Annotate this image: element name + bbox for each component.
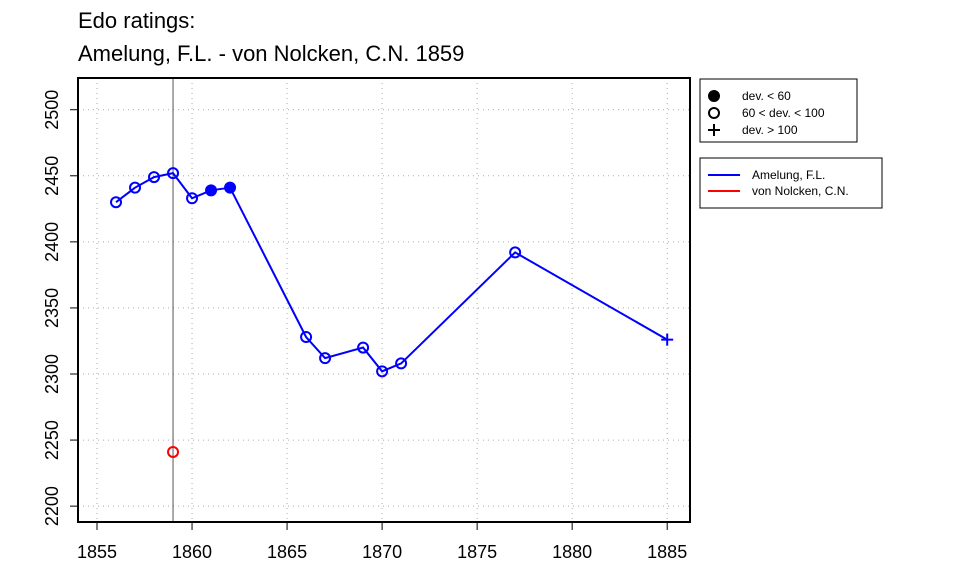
legend-label: dev. < 60 — [742, 89, 791, 103]
y-tick-label: 2400 — [42, 222, 62, 262]
grid — [78, 78, 690, 522]
data-point-plus — [661, 333, 674, 346]
data-point-open — [300, 331, 313, 343]
y-tick-label: 2300 — [42, 354, 62, 394]
x-tick-label: 1875 — [457, 542, 497, 562]
legend-deviation: dev. < 60 60 < dev. < 100 dev. > 100 — [699, 78, 858, 143]
x-tick-label: 1855 — [77, 542, 117, 562]
series-1 — [110, 167, 674, 378]
legend-symbol-point-plus — [708, 124, 720, 136]
y-tick-label: 2250 — [42, 420, 62, 460]
data-point-open — [110, 196, 123, 209]
legend-label: dev. > 100 — [742, 123, 798, 137]
data-point-open — [509, 246, 522, 259]
chart-title-line2: Amelung, F.L. - von Nolcken, C.N. 1859 — [78, 41, 464, 66]
data-point-open — [319, 352, 332, 365]
legend-box — [699, 157, 883, 209]
data-point-open — [357, 341, 370, 354]
legend-series-label: Amelung, F.L. — [752, 168, 825, 182]
x-axis: 1855 1860 1865 1870 1875 1880 1885 — [77, 522, 687, 562]
y-tick-label: 2500 — [42, 90, 62, 130]
legend-box — [699, 78, 858, 143]
data-point-open — [167, 445, 180, 458]
legend-series-label: von Nolcken, C.N. — [752, 184, 849, 198]
series-2 — [167, 445, 180, 458]
x-tick-label: 1880 — [552, 542, 592, 562]
data-point-open — [167, 167, 180, 180]
series-layer — [110, 167, 674, 458]
data-point-open — [376, 365, 389, 378]
legend-symbol-point-filled — [708, 90, 720, 102]
x-tick-label: 1865 — [267, 542, 307, 562]
legend-players: Amelung, F.L. von Nolcken, C.N. — [699, 157, 883, 209]
data-point-open — [129, 181, 142, 194]
data-point-open — [395, 357, 408, 370]
legend-label: 60 < dev. < 100 — [742, 106, 825, 120]
x-tick-label: 1870 — [362, 542, 402, 562]
data-point-filled — [224, 181, 237, 194]
data-point-open — [186, 192, 199, 205]
x-tick-label: 1885 — [647, 542, 687, 562]
chart-title-line1: Edo ratings: — [78, 8, 195, 33]
x-tick-label: 1860 — [172, 542, 212, 562]
data-point-open — [148, 171, 161, 184]
y-tick-label: 2350 — [42, 288, 62, 328]
series-line — [115, 172, 668, 373]
y-tick-label: 2200 — [42, 486, 62, 526]
y-tick-label: 2450 — [42, 156, 62, 196]
legend-symbol-point-open — [708, 107, 720, 119]
data-point-filled — [205, 184, 218, 197]
plot-frame — [77, 77, 691, 523]
y-axis: 2200 2250 2300 2350 2400 2450 2500 — [42, 90, 78, 526]
